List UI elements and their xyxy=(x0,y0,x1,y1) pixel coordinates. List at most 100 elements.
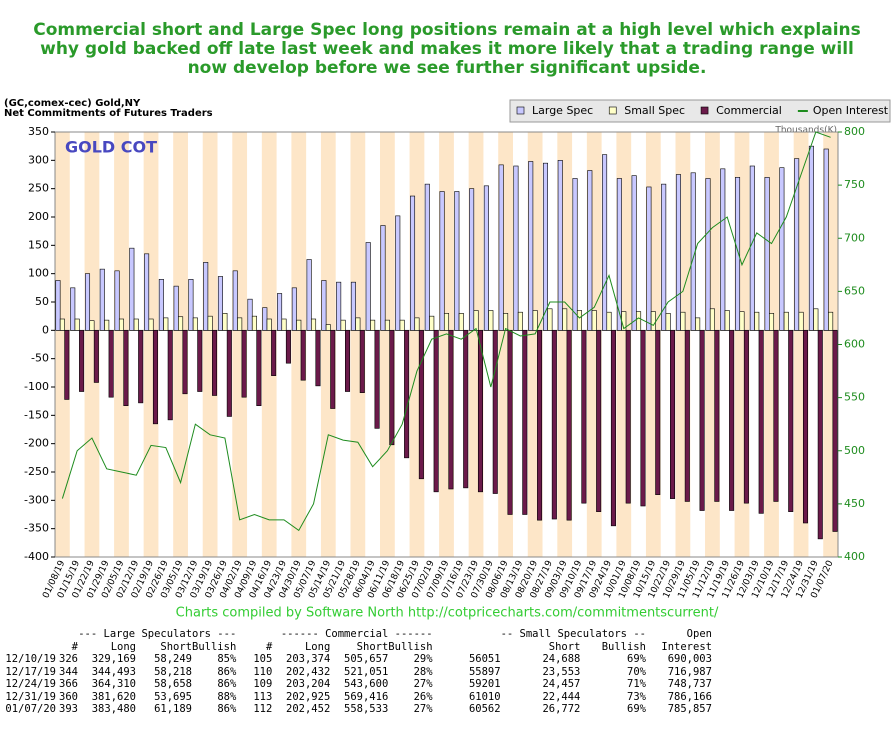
y-tick-label: 300 xyxy=(28,153,49,166)
table-cell: 113 xyxy=(253,690,273,703)
table-cell: Open xyxy=(686,628,712,640)
bar xyxy=(483,185,489,331)
bar xyxy=(217,276,223,331)
table-cell: 69% xyxy=(627,653,646,665)
table-cell: 105 xyxy=(253,653,273,665)
y2-tick-label: 400 xyxy=(844,550,865,563)
bar xyxy=(99,268,105,331)
bar xyxy=(296,319,302,331)
y2-tick-label: 600 xyxy=(844,338,865,351)
table-cell: 26,772 xyxy=(542,703,581,715)
table-cell: 58,249 xyxy=(154,653,192,665)
bar xyxy=(562,308,568,331)
bar xyxy=(684,330,690,502)
band-shade xyxy=(232,132,248,557)
bar xyxy=(93,330,99,383)
bar xyxy=(311,318,317,331)
y-tick-label: 200 xyxy=(28,210,49,223)
bar xyxy=(285,330,291,364)
bar xyxy=(724,310,730,331)
table-cell: 12/24/19 xyxy=(5,678,56,690)
bar xyxy=(410,195,416,331)
table-cell: 393 xyxy=(59,703,78,715)
title-line: why gold backed off late last week and m… xyxy=(40,39,854,59)
bar xyxy=(266,318,272,331)
table-cell: # xyxy=(265,640,273,653)
bar xyxy=(203,262,209,331)
bar xyxy=(59,318,65,331)
table-cell: 23,553 xyxy=(542,665,581,678)
title-line: Commercial short and Large Spec long pos… xyxy=(33,20,861,40)
bar xyxy=(802,330,809,524)
table-cell: 24,457 xyxy=(542,678,581,690)
table-cell: Long xyxy=(304,640,331,653)
table-cell: 24,688 xyxy=(542,653,581,665)
table-cell: 786,166 xyxy=(667,690,712,703)
bar xyxy=(321,280,327,331)
bar xyxy=(79,330,85,392)
bar xyxy=(665,313,671,331)
bar xyxy=(123,330,129,407)
bar xyxy=(735,177,741,331)
table-cell: 716,987 xyxy=(667,665,712,678)
bar xyxy=(513,165,519,331)
band-shade xyxy=(291,132,307,557)
table-cell: # xyxy=(71,640,78,653)
header-text: Net Commitments of Futures Traders xyxy=(4,108,213,119)
y-tick-label: -400 xyxy=(24,550,49,563)
table-cell: 59201 xyxy=(468,678,501,690)
bar xyxy=(610,330,616,527)
bar xyxy=(281,318,287,331)
bar xyxy=(188,279,194,331)
bar xyxy=(813,308,819,331)
y-tick-label: 50 xyxy=(35,295,49,308)
table-cell: 22,444 xyxy=(542,690,581,703)
table-cell: 28% xyxy=(413,665,433,678)
bar xyxy=(507,330,513,515)
table-cell: 202,432 xyxy=(286,665,331,678)
table-cell: Short xyxy=(160,640,192,653)
bar xyxy=(222,313,228,331)
bar xyxy=(448,330,454,490)
table-cell xyxy=(433,628,501,641)
bar xyxy=(602,154,608,331)
bar xyxy=(163,317,169,331)
bar xyxy=(828,311,834,331)
table-cell: 71% xyxy=(627,678,646,690)
bar xyxy=(492,330,498,494)
bar xyxy=(306,259,312,331)
bar xyxy=(764,177,770,331)
bar xyxy=(596,330,602,512)
table-cell: 58,218 xyxy=(154,665,192,678)
bar xyxy=(661,183,667,331)
bar xyxy=(158,279,164,331)
bar xyxy=(458,313,464,331)
bar xyxy=(173,285,179,331)
table-cell: 69% xyxy=(627,703,646,715)
table-cell: 110 xyxy=(253,665,273,678)
bar xyxy=(636,311,642,331)
table-cell: 58,658 xyxy=(154,678,192,690)
table-cell: 360 xyxy=(59,690,78,703)
bar xyxy=(374,330,380,429)
bar xyxy=(522,330,528,515)
bar xyxy=(463,330,469,489)
bar xyxy=(557,160,563,331)
bar xyxy=(399,319,405,331)
bar xyxy=(424,183,430,331)
table-cell: 344 xyxy=(59,665,78,678)
chart: Commercial short and Large Spec long pos… xyxy=(4,20,891,621)
y2-tick-label: 800 xyxy=(844,125,865,138)
table-cell: 86% xyxy=(217,703,237,715)
bar xyxy=(498,164,504,331)
table-cell: 86% xyxy=(217,678,237,690)
bar xyxy=(345,330,351,392)
y-tick-label: -200 xyxy=(24,437,49,450)
table-cell xyxy=(4,641,56,654)
table-cell: --- Large Speculators --- xyxy=(78,628,237,640)
band-shade xyxy=(202,132,218,557)
bar xyxy=(709,308,715,331)
bar xyxy=(241,330,247,398)
table-cell: 558,533 xyxy=(344,703,389,715)
bar xyxy=(207,315,213,331)
